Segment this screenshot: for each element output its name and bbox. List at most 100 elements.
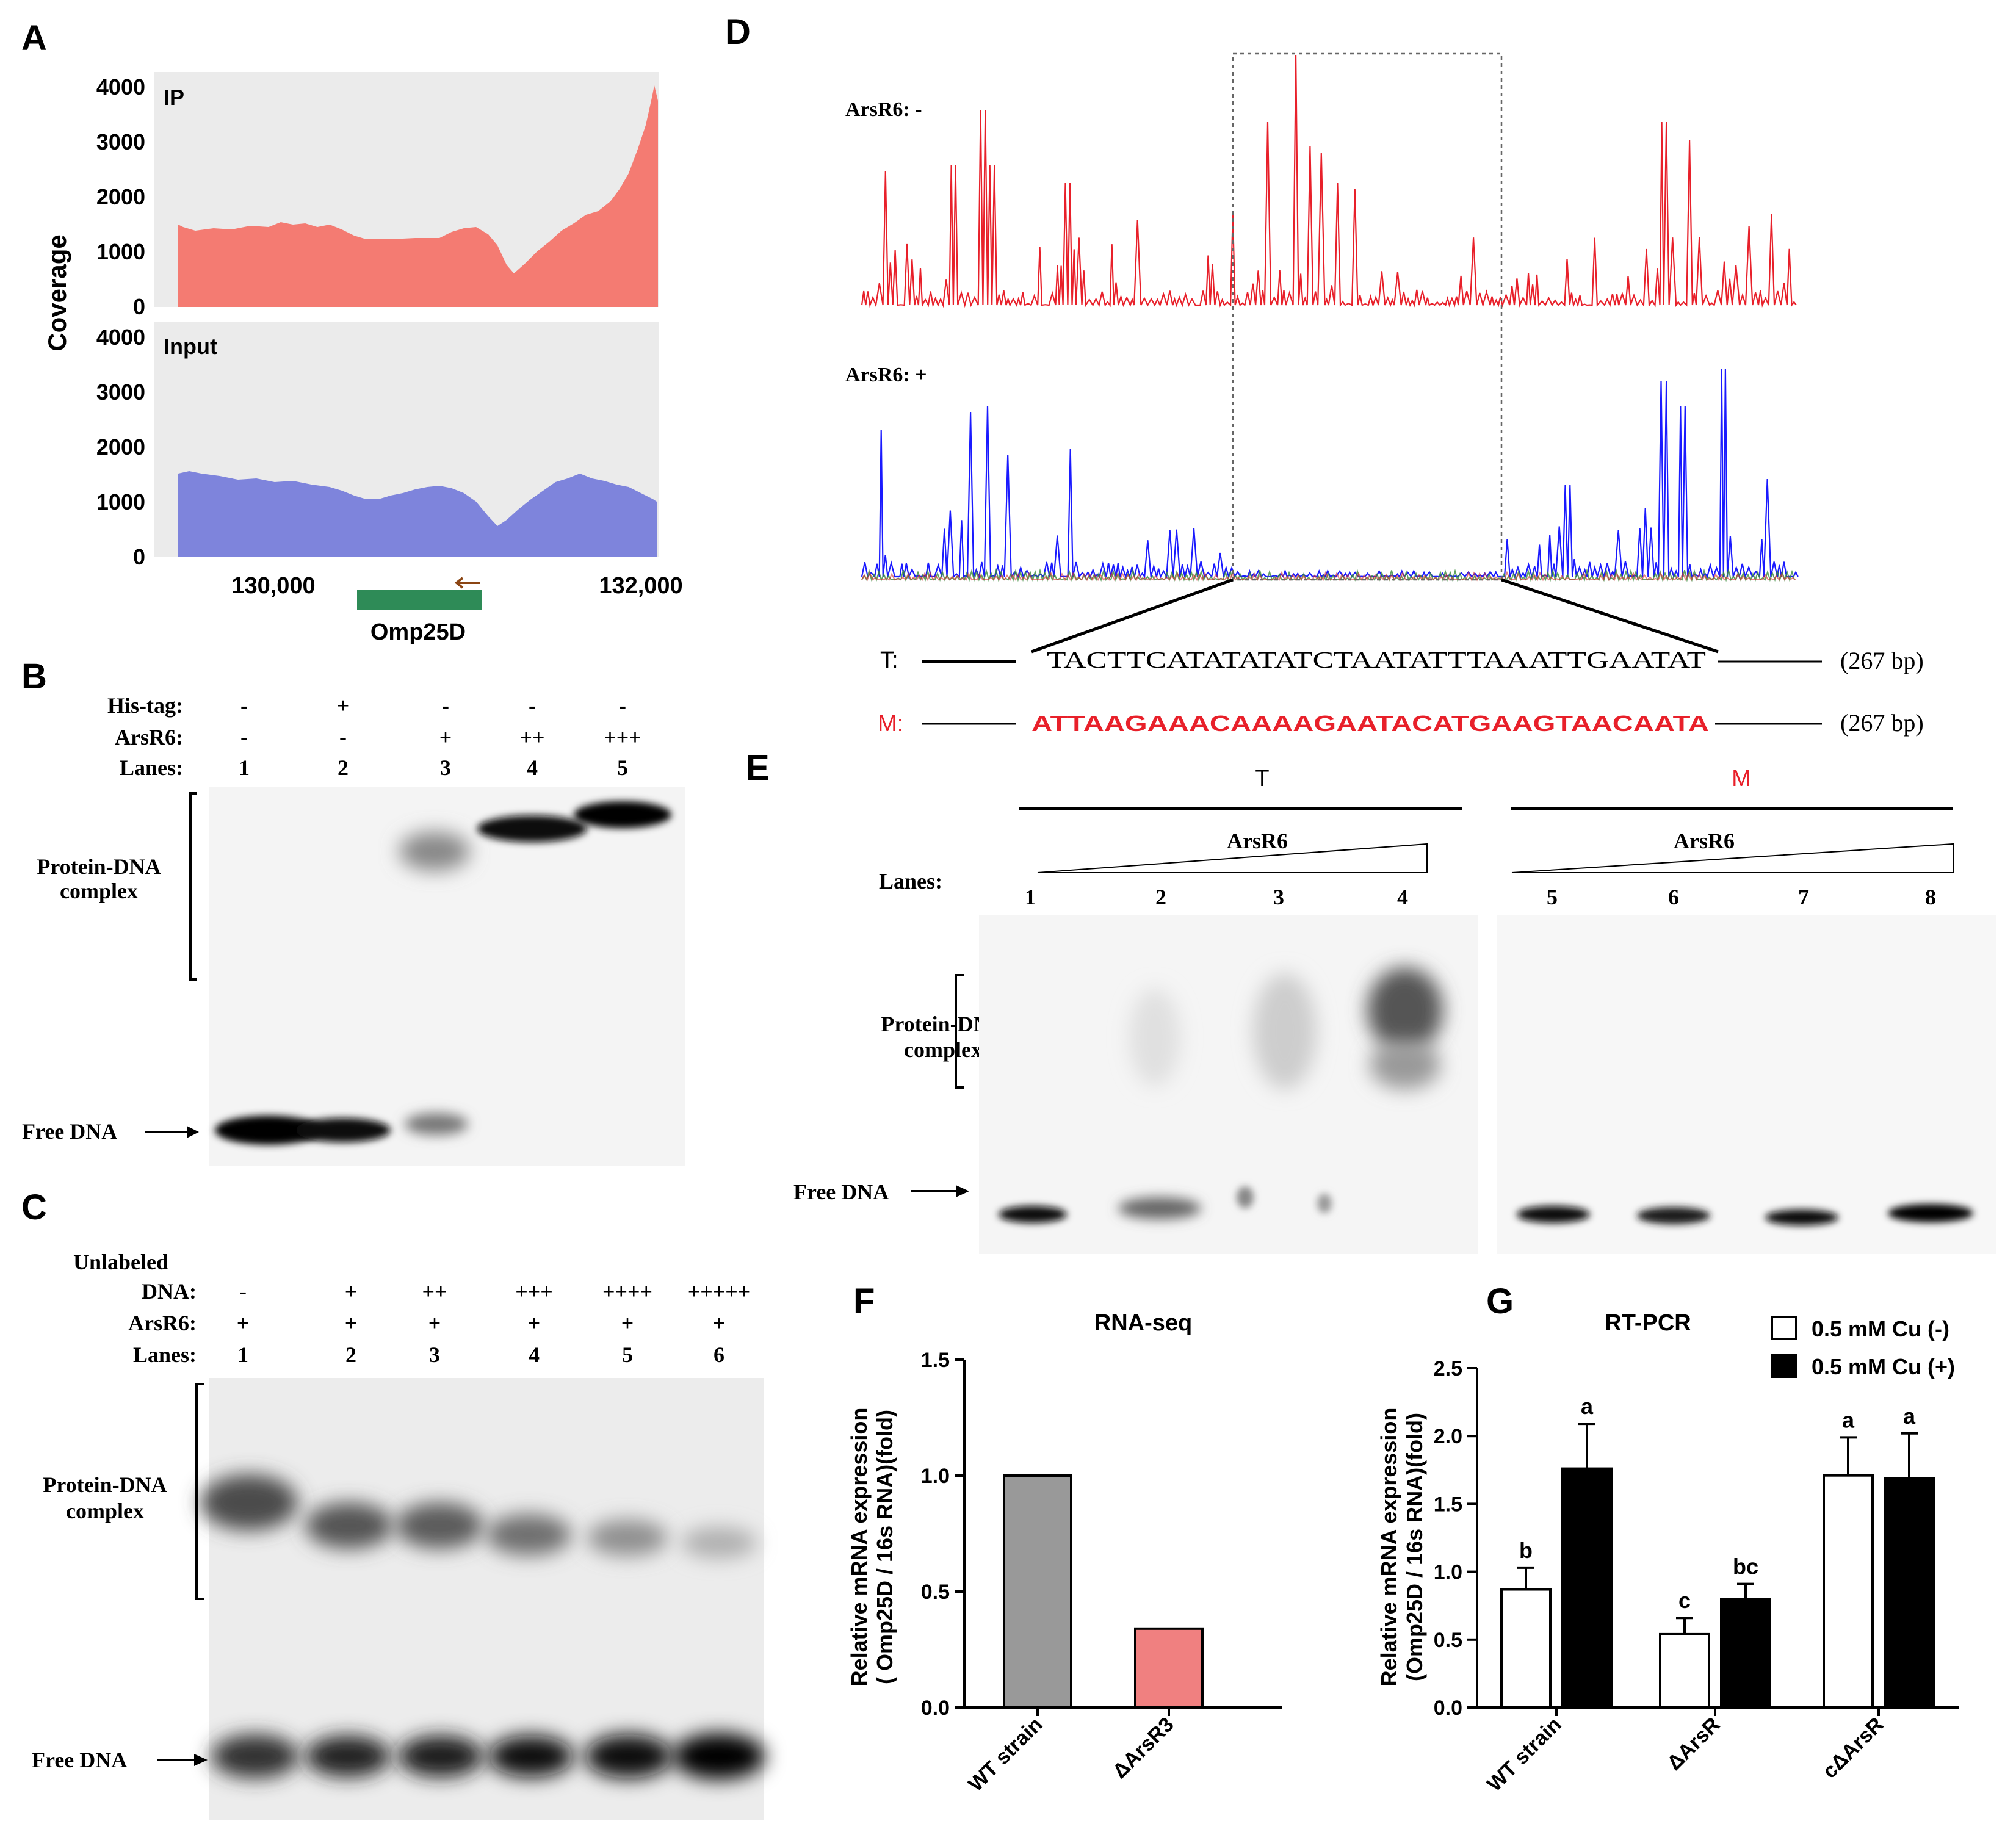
- mutant-header: M: [1732, 766, 1751, 792]
- arsr6-value: +: [621, 1311, 634, 1335]
- complex-label-c: Protein-DNA: [43, 1473, 167, 1497]
- input-coverage-area: [178, 471, 657, 557]
- chart-g-title: RT-PCR: [1605, 1310, 1691, 1336]
- chart-g-bar: [1561, 1467, 1613, 1709]
- lane-number: 3: [429, 1343, 440, 1367]
- ip-ytick: 1000: [96, 239, 145, 264]
- chart-f-xtick-label: ΔArsR3: [1108, 1713, 1179, 1783]
- lane-number: 2: [1155, 885, 1166, 909]
- chart-g-ytick-label: 1.0: [1434, 1561, 1462, 1584]
- chart-g-significance-label: a: [1581, 1394, 1594, 1419]
- zoom-line-left: [1031, 578, 1234, 654]
- lane-number: 8: [1925, 885, 1936, 909]
- ip-track-label: IP: [164, 85, 184, 110]
- panel-c: Unlabeled DNA: ArsR6: Lanes: - + ++ +++ …: [32, 1250, 765, 1820]
- chart-g-ylabel: (Omp25D / 16s RNA)(fold): [1402, 1413, 1427, 1681]
- ip-ytick: 4000: [96, 74, 145, 99]
- lane-number: 5: [1547, 885, 1558, 909]
- input-ytick: 0: [133, 544, 145, 569]
- input-ytick: 2000: [96, 435, 145, 460]
- chart-g-bar: [1500, 1588, 1552, 1709]
- panel-e: T M ArsR6 ArsR6 Lanes: 1 2 3 4 5 6 7 8 P…: [793, 766, 1996, 1254]
- lanes-label: Lanes:: [120, 755, 183, 780]
- free-dna-arrow-icon: [911, 1185, 969, 1197]
- his-tag-value: -: [619, 693, 626, 718]
- his-tag-value: +: [337, 693, 350, 718]
- lane-number: 6: [714, 1343, 724, 1367]
- panel-f: RNA-seq Relative mRNA expression ( Omp25…: [847, 1310, 1282, 1796]
- legend-swatch-cu-minus: [1771, 1316, 1797, 1340]
- panel-letter-d: D: [725, 12, 751, 52]
- chart-g-xtick-label: WT strain: [1483, 1713, 1566, 1796]
- target-seq-label: T:: [880, 647, 898, 673]
- lane-number: 1: [239, 755, 250, 780]
- complex-label-b: Protein-DNA: [37, 854, 161, 879]
- lane-number: 7: [1798, 885, 1809, 909]
- chart-f-title: RNA-seq: [1094, 1310, 1192, 1336]
- complex-label-b: complex: [60, 879, 138, 903]
- ip-coverage-area: [178, 85, 658, 307]
- omp25d-gene-bar: [357, 590, 482, 610]
- arsr6-gradient-label: ArsR6: [1227, 829, 1288, 853]
- lane-number: 2: [345, 1343, 356, 1367]
- gene-label: Omp25D: [370, 619, 466, 645]
- lane-number: 1: [1025, 885, 1036, 909]
- target-length: (267 bp): [1840, 647, 1924, 674]
- chart-g-plot: 0.0 0.5 1.0 1.5 2.0 2.5 b a WT strain c bc ΔArsR a a c…: [1434, 1357, 1959, 1796]
- chart-g-significance-label: bc: [1733, 1554, 1758, 1579]
- trace1-label: ArsR6: -: [845, 98, 922, 121]
- chart-f-ytick-label: 0.0: [921, 1697, 950, 1720]
- mutant-length: (267 bp): [1840, 709, 1924, 737]
- chart-g-bar: [1720, 1598, 1771, 1709]
- input-ytick: 3000: [96, 380, 145, 405]
- gene-direction-arrow-icon: [454, 577, 480, 589]
- legend-label-cu-minus: 0.5 mM Cu (-): [1812, 1316, 1949, 1341]
- zoom-line-right: [1501, 578, 1719, 654]
- his-tag-value: -: [240, 693, 248, 718]
- his-tag-value: -: [442, 693, 449, 718]
- free-dna-label-e: Free DNA: [793, 1180, 889, 1204]
- mutant-seq-label: M:: [878, 711, 903, 737]
- input-ytick: 4000: [96, 325, 145, 350]
- ip-ytick: 2000: [96, 184, 145, 209]
- lane-number: 2: [338, 755, 349, 780]
- arsr6-value: ++: [519, 725, 544, 749]
- chart-g-ytick-label: 2.0: [1434, 1425, 1462, 1448]
- chart-g-ylabel: Relative mRNA expression: [1376, 1408, 1401, 1687]
- lanes-label-e: Lanes:: [879, 869, 942, 893]
- panel-letter-g: G: [1486, 1282, 1514, 1321]
- lane-number: 4: [529, 1343, 540, 1367]
- chart-g-significance-label: b: [1519, 1538, 1533, 1563]
- free-dna-arrow-icon: [157, 1754, 208, 1766]
- chart-g-significance-label: c: [1678, 1588, 1691, 1613]
- chromatogram-trace-with-protein: [861, 369, 1799, 580]
- chart-g-legend: 0.5 mM Cu (-) 0.5 mM Cu (+): [1771, 1316, 1955, 1379]
- chart-f-bar: [1003, 1474, 1072, 1709]
- chart-g-significance-label: a: [1903, 1404, 1916, 1429]
- ip-ytick: 3000: [96, 129, 145, 154]
- lane-number: 5: [617, 755, 628, 780]
- panel-letter-b: B: [21, 657, 47, 696]
- dna-value: -: [239, 1279, 247, 1304]
- chart-f-ytick-label: 0.5: [921, 1581, 950, 1604]
- gel-bands-b: [215, 801, 671, 1145]
- gel-bands-e: [999, 967, 1973, 1225]
- his-tag-label: His-tag:: [107, 693, 183, 718]
- legend-label-cu-plus: 0.5 mM Cu (+): [1812, 1354, 1955, 1379]
- x-tick-132000: 132,000: [599, 573, 682, 599]
- chart-g-ytick-label: 1.5: [1434, 1493, 1462, 1516]
- panel-d: ArsR6: - ArsR6: + T: TACTTCATATATATCTAAT…: [845, 52, 1924, 737]
- chart-g-ytick-label: 2.5: [1434, 1357, 1462, 1380]
- gel-bands-c: [200, 1474, 765, 1780]
- target-sequence: TACTTCATATATATCTAATATTTAAATTGAATAT: [1047, 647, 1706, 673]
- chart-g-xtick-label: ΔArsR: [1663, 1713, 1725, 1775]
- lanes-label: Lanes:: [133, 1343, 197, 1367]
- dna-value: ++++: [602, 1279, 652, 1304]
- dna-label: DNA:: [142, 1279, 197, 1304]
- arsr6-value: +++: [604, 725, 641, 749]
- free-dna-label-c: Free DNA: [32, 1748, 127, 1772]
- dna-value: ++: [422, 1279, 447, 1304]
- chart-f-bar: [1134, 1627, 1204, 1709]
- chart-f-ytick-label: 1.5: [921, 1349, 950, 1372]
- arsr6-value: +: [713, 1311, 726, 1335]
